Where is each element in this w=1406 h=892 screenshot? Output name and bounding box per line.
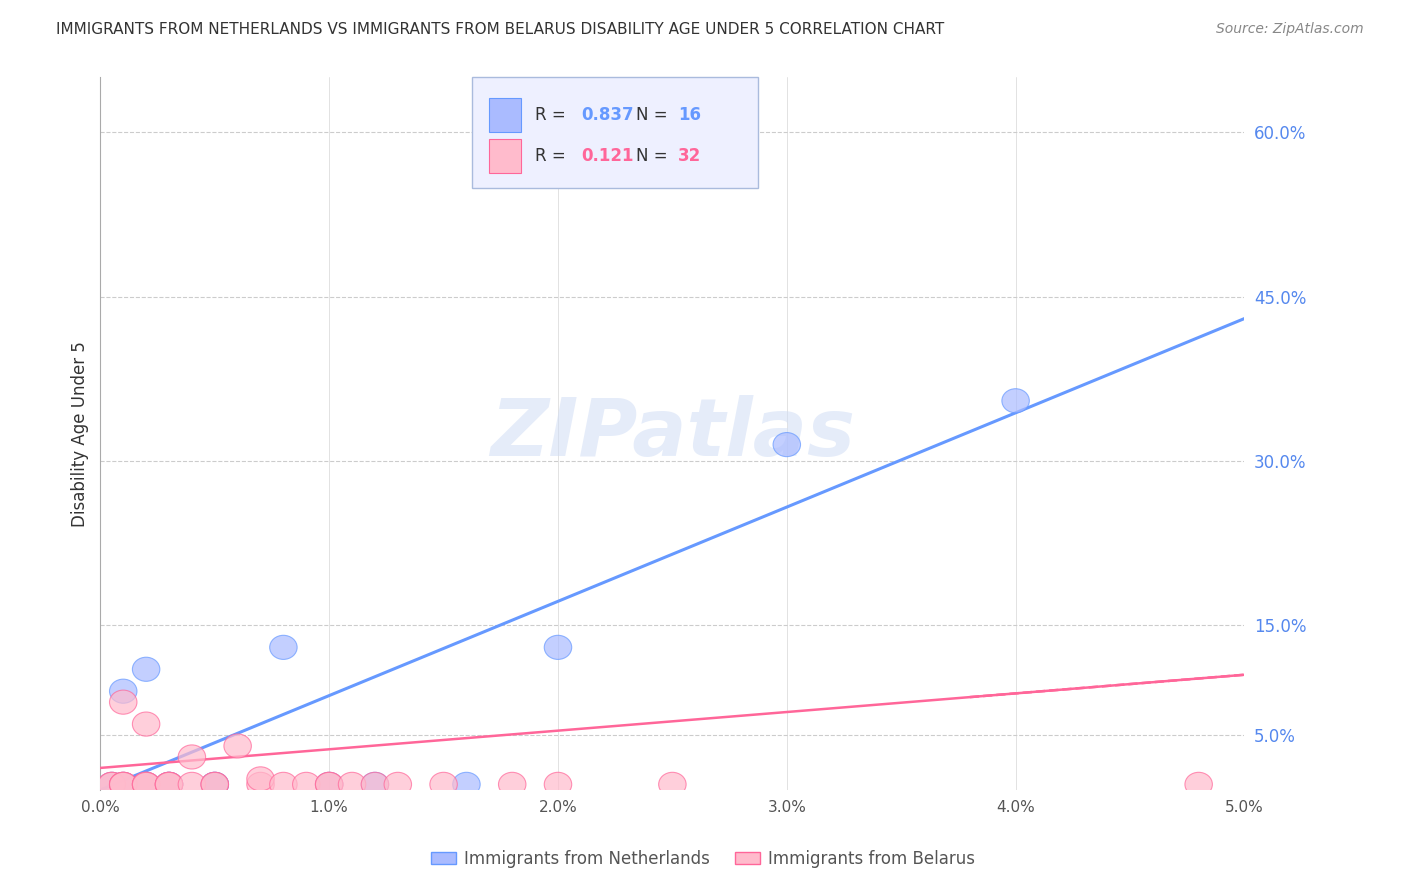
Ellipse shape <box>110 690 136 714</box>
Ellipse shape <box>315 772 343 797</box>
Text: 0.837: 0.837 <box>581 106 634 124</box>
Ellipse shape <box>658 772 686 797</box>
Ellipse shape <box>270 772 297 797</box>
Ellipse shape <box>453 772 481 797</box>
Text: R =: R = <box>536 147 576 165</box>
FancyBboxPatch shape <box>472 78 758 188</box>
Ellipse shape <box>315 772 343 797</box>
Ellipse shape <box>179 745 205 769</box>
Ellipse shape <box>98 772 125 797</box>
Ellipse shape <box>110 772 136 797</box>
Ellipse shape <box>132 772 160 797</box>
Text: N =: N = <box>636 147 672 165</box>
Ellipse shape <box>224 734 252 758</box>
Ellipse shape <box>98 772 125 797</box>
FancyBboxPatch shape <box>489 139 522 173</box>
Ellipse shape <box>155 772 183 797</box>
Ellipse shape <box>499 772 526 797</box>
Ellipse shape <box>132 772 160 797</box>
Ellipse shape <box>132 772 160 797</box>
Ellipse shape <box>1002 389 1029 413</box>
Ellipse shape <box>339 772 366 797</box>
Y-axis label: Disability Age Under 5: Disability Age Under 5 <box>72 341 89 526</box>
Ellipse shape <box>110 679 136 703</box>
Ellipse shape <box>544 772 572 797</box>
Ellipse shape <box>98 772 125 797</box>
Ellipse shape <box>201 772 229 797</box>
Ellipse shape <box>247 772 274 797</box>
Ellipse shape <box>179 772 205 797</box>
FancyBboxPatch shape <box>489 98 522 132</box>
Ellipse shape <box>1185 772 1212 797</box>
Text: R =: R = <box>536 106 571 124</box>
Text: 16: 16 <box>678 106 702 124</box>
Ellipse shape <box>773 433 800 457</box>
Ellipse shape <box>155 772 183 797</box>
Ellipse shape <box>384 772 412 797</box>
Ellipse shape <box>544 635 572 659</box>
Legend: Immigrants from Netherlands, Immigrants from Belarus: Immigrants from Netherlands, Immigrants … <box>425 844 981 875</box>
Ellipse shape <box>110 772 136 797</box>
Ellipse shape <box>270 635 297 659</box>
Ellipse shape <box>361 772 388 797</box>
Text: 0.121: 0.121 <box>581 147 633 165</box>
Ellipse shape <box>247 767 274 791</box>
Ellipse shape <box>132 712 160 736</box>
Ellipse shape <box>132 772 160 797</box>
Ellipse shape <box>430 772 457 797</box>
Ellipse shape <box>201 772 229 797</box>
Ellipse shape <box>361 772 388 797</box>
Text: 32: 32 <box>678 147 702 165</box>
Ellipse shape <box>201 772 229 797</box>
Text: IMMIGRANTS FROM NETHERLANDS VS IMMIGRANTS FROM BELARUS DISABILITY AGE UNDER 5 CO: IMMIGRANTS FROM NETHERLANDS VS IMMIGRANT… <box>56 22 945 37</box>
Ellipse shape <box>132 657 160 681</box>
Text: ZIPatlas: ZIPatlas <box>489 394 855 473</box>
Text: N =: N = <box>636 106 672 124</box>
Ellipse shape <box>201 772 229 797</box>
Ellipse shape <box>292 772 321 797</box>
Ellipse shape <box>110 772 136 797</box>
Ellipse shape <box>155 772 183 797</box>
Ellipse shape <box>315 772 343 797</box>
Ellipse shape <box>155 772 183 797</box>
Ellipse shape <box>155 772 183 797</box>
Ellipse shape <box>110 772 136 797</box>
Text: Source: ZipAtlas.com: Source: ZipAtlas.com <box>1216 22 1364 37</box>
